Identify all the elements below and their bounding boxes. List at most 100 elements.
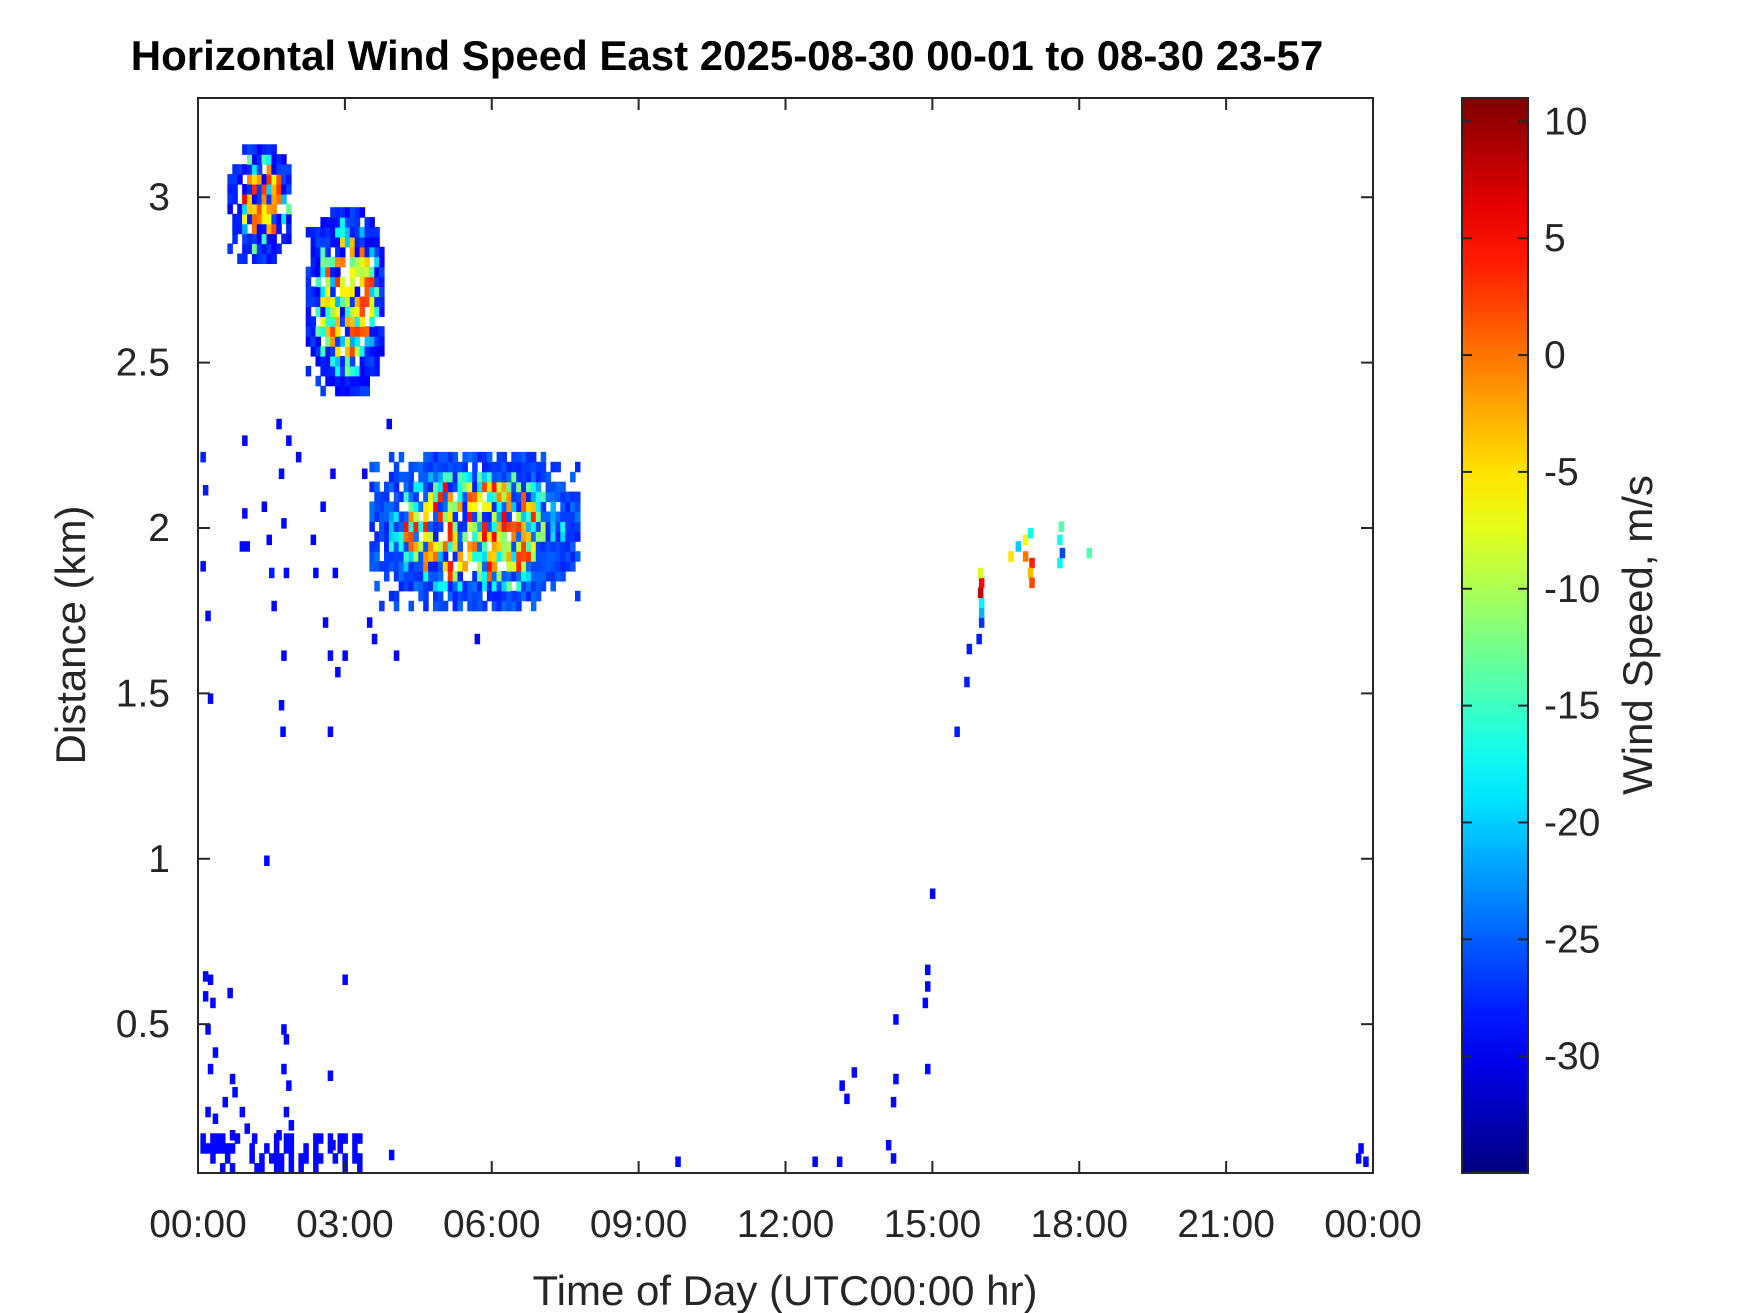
heatmap-cell <box>271 174 277 185</box>
heatmap-cell <box>447 521 454 532</box>
heatmap-cell <box>555 521 561 532</box>
heatmap-cell <box>540 521 547 532</box>
heatmap-cell <box>506 571 512 582</box>
heatmap-cell <box>271 223 277 235</box>
heatmap-cell <box>560 521 566 532</box>
heatmap-cell <box>354 227 361 238</box>
colorbar-tick-label: -15 <box>1544 685 1600 728</box>
heatmap-cell <box>418 521 424 532</box>
heatmap-cell <box>330 346 336 357</box>
heatmap-cell <box>261 253 268 264</box>
heatmap-cell <box>242 223 248 235</box>
heatmap-cell <box>384 501 390 512</box>
heatmap-cell <box>283 1034 290 1045</box>
heatmap-cell <box>388 511 395 522</box>
heatmap-cell <box>237 203 243 215</box>
heatmap-cell <box>540 501 547 512</box>
heatmap-cell <box>369 236 375 248</box>
heatmap-cell <box>550 501 556 512</box>
heatmap-cell <box>330 1139 336 1151</box>
heatmap-cell <box>232 184 238 195</box>
heatmap-cell <box>374 511 380 522</box>
heatmap-cell <box>281 164 287 175</box>
heatmap-cell <box>330 326 336 337</box>
heatmap-cell <box>545 511 552 522</box>
heatmap-cell <box>413 491 419 503</box>
heatmap-cell <box>403 491 410 503</box>
heatmap-cell <box>457 461 463 473</box>
heatmap-cell <box>408 501 414 512</box>
heatmap-cell <box>491 590 498 602</box>
heatmap-cell <box>349 306 356 317</box>
heatmap-cell <box>437 561 444 572</box>
heatmap-cell <box>413 521 419 532</box>
heatmap-cell <box>266 174 272 185</box>
colorbar-tick-label: 5 <box>1544 217 1566 260</box>
heatmap-cell <box>398 561 405 572</box>
heatmap-cell <box>1027 567 1034 579</box>
heatmap-cell <box>501 461 507 473</box>
heatmap-cell <box>428 461 434 473</box>
heatmap-cell <box>281 213 287 225</box>
heatmap-cell <box>273 1143 280 1154</box>
heatmap-cell <box>413 580 419 592</box>
heatmap-cell <box>388 590 395 602</box>
heatmap-cell <box>315 336 321 347</box>
heatmap-cell <box>305 286 312 297</box>
heatmap-cell <box>501 531 507 542</box>
heatmap-cell <box>423 551 429 562</box>
heatmap-cell <box>200 1143 206 1154</box>
heatmap-cell <box>393 491 400 503</box>
heatmap-cell <box>575 531 581 542</box>
heatmap-cell <box>447 531 454 542</box>
heatmap-cell <box>403 531 410 542</box>
heatmap-cell <box>428 521 434 532</box>
heatmap-cell <box>403 561 410 572</box>
heatmap-cell <box>247 164 253 175</box>
heatmap-cell <box>388 521 395 532</box>
heatmap-cell <box>344 306 351 317</box>
heatmap-cell <box>526 531 532 542</box>
heatmap-cell <box>359 346 366 357</box>
heatmap-cell <box>335 316 341 327</box>
heatmap-cell <box>467 541 473 552</box>
heatmap-cell <box>526 511 532 522</box>
heatmap-cell <box>447 590 454 602</box>
heatmap-cell <box>570 551 576 562</box>
heatmap-cell <box>369 217 375 228</box>
heatmap-cell <box>349 375 356 387</box>
heatmap-cell <box>526 481 532 493</box>
heatmap-cell <box>340 217 346 228</box>
x-tick-label: 21:00 <box>1177 1203 1275 1246</box>
heatmap-cell <box>521 551 527 562</box>
heatmap-cell <box>384 491 390 503</box>
heatmap-cell <box>335 266 341 278</box>
heatmap-cell <box>403 571 410 582</box>
heatmap-cell <box>266 154 272 165</box>
heatmap-cell <box>575 511 581 522</box>
heatmap-cell <box>305 365 312 377</box>
heatmap-cell <box>310 326 317 337</box>
heatmap-cell <box>374 326 380 337</box>
heatmap-cell <box>1015 541 1022 552</box>
heatmap-cell <box>335 296 341 307</box>
heatmap-cell <box>462 561 468 572</box>
heatmap-cell <box>342 1133 348 1144</box>
heatmap-cell <box>335 385 341 397</box>
heatmap-cell <box>535 491 542 503</box>
heatmap-cell <box>386 418 392 430</box>
heatmap-cell <box>482 551 488 562</box>
heatmap-cell <box>281 233 287 245</box>
heatmap-cell <box>335 356 341 367</box>
heatmap-cell <box>501 580 507 592</box>
heatmap-cell <box>457 580 463 592</box>
heatmap-cell <box>393 650 400 661</box>
heatmap-cell <box>357 1153 363 1164</box>
colorbar-tick-label: -30 <box>1544 1035 1600 1078</box>
heatmap-cell <box>555 541 561 552</box>
heatmap-cell <box>977 567 984 579</box>
heatmap-cell <box>575 521 581 532</box>
heatmap-cell <box>442 461 449 473</box>
heatmap-cell <box>340 336 346 347</box>
heatmap-cell <box>398 541 405 552</box>
